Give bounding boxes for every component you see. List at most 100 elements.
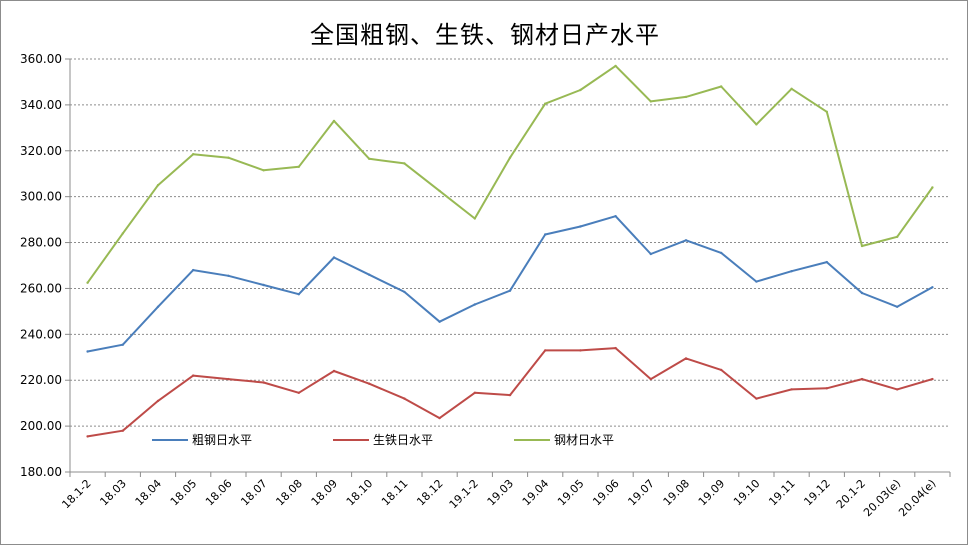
series-line: [86, 215, 934, 353]
data-point: [121, 343, 125, 346]
y-axis-tick-labels: 180.00 200.00 220.00 240.00 260.00 280.00 300.…: [20, 52, 62, 479]
data-point: [332, 369, 336, 373]
data-point: [86, 350, 89, 353]
x-tick-label: 18.08: [273, 477, 304, 508]
x-tick-label: 19.11: [766, 477, 797, 508]
data-point: [368, 382, 371, 385]
x-tick-label: 18.05: [168, 477, 199, 508]
x-tick-label: 20.04(e): [896, 477, 938, 519]
x-tick-label: 18.06: [203, 477, 234, 508]
y-tick-label: 260.00: [20, 281, 62, 295]
data-point: [790, 270, 793, 273]
data-point: [720, 251, 723, 255]
data-point: [368, 273, 371, 276]
data-point: [368, 157, 371, 160]
data-point: [262, 283, 265, 287]
data-point: [156, 399, 160, 403]
data-point: [227, 156, 230, 159]
legend: 粗钢日水平 生铁日水平 钢材日水平: [152, 433, 614, 447]
legend-label: 生铁日水平: [373, 433, 433, 447]
data-point: [755, 280, 758, 283]
x-tick-label: 19.12: [801, 477, 832, 508]
data-point: [121, 232, 125, 235]
data-point: [825, 387, 828, 390]
y-tick-label: 320.00: [20, 144, 62, 158]
data-point: [614, 215, 617, 218]
data-point: [508, 289, 512, 292]
data-point: [614, 346, 617, 350]
data-point: [790, 87, 793, 91]
data-point: [896, 235, 899, 238]
data-point: [755, 123, 758, 126]
data-point: [297, 391, 300, 394]
x-tick-label: 18.04: [133, 477, 164, 508]
data-point: [403, 290, 406, 294]
data-point: [860, 244, 864, 248]
data-point: [720, 85, 723, 88]
data-point: [825, 110, 828, 114]
x-tick-label: 19.04: [520, 477, 551, 508]
legend-label: 粗钢日水平: [192, 433, 252, 447]
y-tick-label: 180.00: [20, 465, 62, 479]
x-tick-label: 18.10: [344, 477, 375, 508]
x-tick-label: 19.09: [696, 477, 727, 508]
data-point: [403, 397, 406, 400]
x-tick-label: 19.08: [661, 477, 692, 508]
data-point: [579, 88, 582, 92]
data-point: [262, 169, 265, 172]
x-tick-label: 19.05: [555, 477, 586, 508]
x-tick-label: 19.06: [590, 477, 621, 508]
data-point: [438, 416, 441, 420]
data-point: [896, 305, 899, 308]
legend-label: 钢材日水平: [554, 433, 614, 447]
data-point: [544, 349, 547, 352]
data-point: [262, 381, 265, 384]
data-point: [332, 256, 336, 259]
x-tick-label: 19.07: [625, 477, 656, 508]
data-point: [473, 391, 476, 394]
x-tick-label: 18.07: [238, 477, 269, 508]
series-line: [86, 347, 934, 438]
data-point: [684, 239, 688, 242]
axes: [65, 58, 951, 477]
y-tick-label: 360.00: [20, 52, 62, 66]
y-tick-label: 280.00: [20, 236, 62, 250]
data-point: [473, 217, 476, 220]
y-tick-label: 240.00: [20, 327, 62, 341]
data-point: [192, 374, 195, 377]
y-tick-label: 220.00: [20, 373, 62, 387]
x-tick-label: 19.03: [485, 477, 516, 508]
data-point: [156, 184, 160, 187]
y-tick-label: 340.00: [20, 98, 62, 112]
data-point: [332, 119, 336, 123]
data-point: [192, 268, 195, 272]
data-point: [156, 305, 160, 308]
y-tick-label: 300.00: [20, 190, 62, 204]
data-point: [438, 189, 441, 193]
data-point: [121, 429, 125, 432]
data-point: [860, 377, 864, 381]
data-point: [825, 260, 828, 264]
data-point: [649, 100, 652, 103]
data-point: [227, 377, 230, 381]
series-lines: [86, 64, 934, 438]
data-point: [297, 165, 300, 168]
data-point: [86, 435, 89, 438]
data-point: [473, 303, 476, 306]
data-point: [438, 320, 441, 323]
x-tick-label: 19.10: [731, 477, 762, 508]
data-point: [790, 388, 793, 391]
x-tick-label: 20.1-2: [834, 477, 868, 511]
x-tick-label: 20.03(e): [861, 477, 903, 519]
data-point: [649, 377, 652, 381]
data-point: [860, 291, 864, 295]
data-point: [896, 388, 899, 391]
data-point: [579, 225, 582, 228]
data-point: [614, 64, 617, 68]
x-tick-label: 18.09: [309, 477, 340, 508]
y-tick-label: 200.00: [20, 419, 62, 433]
data-point: [649, 252, 652, 256]
data-point: [755, 397, 758, 400]
x-tick-label: 18.1-2: [59, 477, 93, 511]
